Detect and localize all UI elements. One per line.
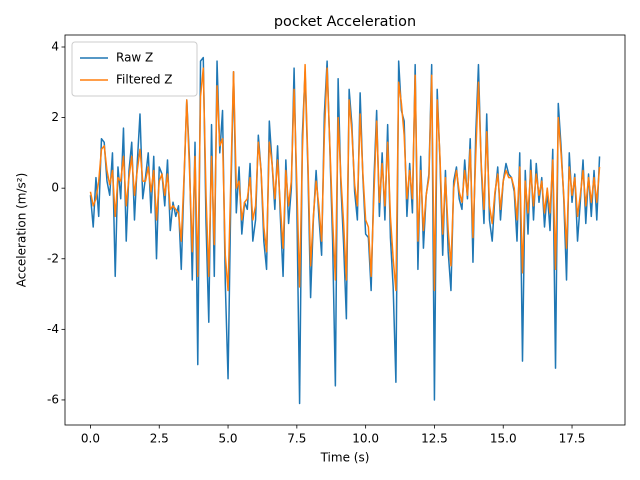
y-tick-label: -2: [47, 251, 59, 265]
x-tick-label: 17.5: [559, 432, 586, 446]
legend-label: Raw Z: [116, 51, 153, 65]
y-tick-label: 4: [51, 40, 59, 54]
x-tick-label: 12.5: [421, 432, 448, 446]
x-axis-label: Time (s): [320, 451, 370, 465]
y-tick-label: 2: [51, 110, 59, 124]
x-tick-label: 10.0: [352, 432, 379, 446]
legend-label: Filtered Z: [116, 73, 173, 87]
chart-title: pocket Acceleration: [274, 14, 416, 30]
plot-area: [89, 56, 601, 405]
x-tick-label: 7.5: [287, 432, 306, 446]
axes-frame: [64, 34, 626, 426]
y-tick-label: -6: [47, 392, 59, 406]
legend-box: [71, 41, 198, 97]
x-tick-label: 5.0: [218, 432, 237, 446]
y-tick-label: 0: [51, 181, 59, 195]
data-line: [89, 63, 601, 292]
x-tick-label: 15.0: [490, 432, 517, 446]
y-axis-label: Acceleration (m/s²): [15, 173, 29, 288]
x-tick-label: 0.0: [81, 432, 100, 446]
y-tick-label: -4: [47, 322, 59, 336]
x-tick-label: 2.5: [150, 432, 169, 446]
